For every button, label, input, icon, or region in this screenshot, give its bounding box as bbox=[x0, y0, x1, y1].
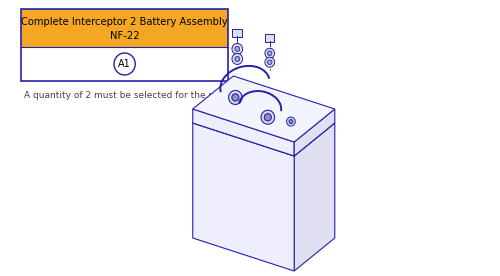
Polygon shape bbox=[192, 90, 335, 156]
Circle shape bbox=[264, 114, 272, 121]
Bar bbox=[21, 9, 229, 47]
Circle shape bbox=[268, 51, 272, 55]
Polygon shape bbox=[192, 76, 335, 142]
Circle shape bbox=[232, 43, 242, 54]
Circle shape bbox=[265, 57, 274, 67]
Circle shape bbox=[228, 91, 242, 104]
Circle shape bbox=[265, 48, 274, 58]
Text: A quantity of 2 must be selected for the pair.: A quantity of 2 must be selected for the… bbox=[24, 91, 228, 100]
Bar bbox=[21, 9, 229, 81]
Circle shape bbox=[235, 46, 240, 51]
Circle shape bbox=[232, 54, 242, 65]
Bar bbox=[21, 47, 229, 81]
Circle shape bbox=[261, 110, 274, 124]
Polygon shape bbox=[192, 123, 294, 271]
Circle shape bbox=[114, 53, 136, 75]
Text: A1: A1 bbox=[118, 59, 131, 69]
FancyBboxPatch shape bbox=[232, 29, 242, 37]
Polygon shape bbox=[294, 123, 335, 271]
FancyBboxPatch shape bbox=[265, 34, 274, 42]
Circle shape bbox=[268, 60, 272, 65]
Polygon shape bbox=[192, 109, 294, 156]
Circle shape bbox=[289, 120, 293, 124]
Text: NF-22: NF-22 bbox=[110, 31, 140, 41]
Circle shape bbox=[235, 57, 240, 62]
Circle shape bbox=[286, 117, 296, 126]
Polygon shape bbox=[294, 109, 335, 156]
Circle shape bbox=[232, 94, 239, 101]
Text: Complete Interceptor 2 Battery Assembly: Complete Interceptor 2 Battery Assembly bbox=[22, 17, 228, 27]
